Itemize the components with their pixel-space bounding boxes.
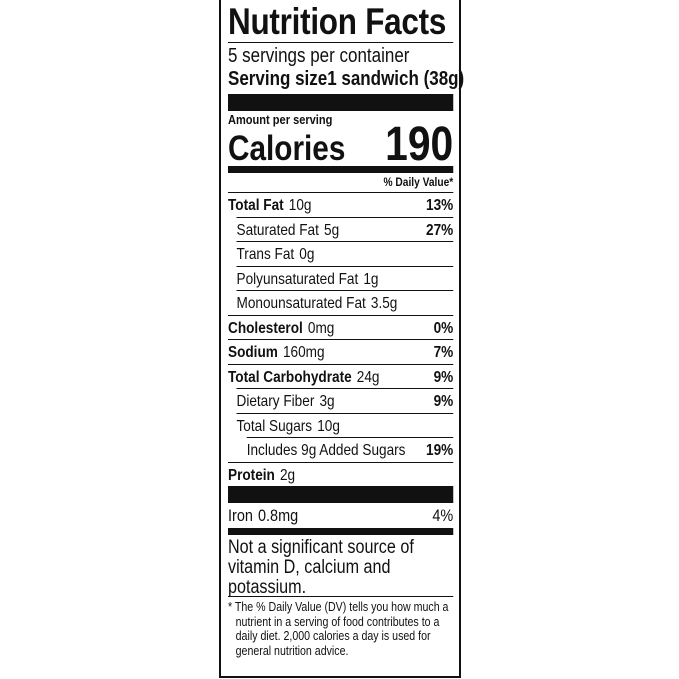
calories-row: Calories 190 xyxy=(228,118,454,171)
nutrient-label: Polyunsaturated Fat xyxy=(236,270,359,288)
nutrient-label: Saturated Fat xyxy=(236,221,319,239)
nutrient-label: Total Sugars xyxy=(236,417,313,435)
nutrient-dv: 19% xyxy=(426,442,454,459)
nutrient-row: Dietary Fiber 3g 9% xyxy=(236,388,454,413)
nutrient-row: Protein 2g xyxy=(228,461,454,487)
label-title: Nutrition Facts xyxy=(228,1,447,42)
nutrient-amount: 3g xyxy=(319,393,335,410)
nutrient-label: Total Carbohydrate xyxy=(228,368,352,386)
medium-divider xyxy=(228,166,454,173)
nutrient-label: Sodium xyxy=(228,344,278,361)
serving-size-value: 1 sandwich (38g) xyxy=(327,68,465,90)
nutrient-amount: 2g xyxy=(279,466,296,484)
medium-divider xyxy=(228,528,454,535)
nutrient-label: Includes 9g Added Sugars xyxy=(246,442,406,459)
nutrient-amount: 0g xyxy=(299,246,315,263)
nutrient-amount: 0.8mg xyxy=(258,506,299,525)
nutrient-row: Saturated Fat 5g 27% xyxy=(236,216,454,242)
nutrient-row: Includes 9g Added Sugars 19% xyxy=(246,437,454,462)
servings-per-container: 5 servings per container xyxy=(228,45,410,67)
divider xyxy=(228,42,454,43)
nutrient-row: Total Carbohydrate 24g 9% xyxy=(228,363,454,389)
nutrient-amount: 10g xyxy=(288,197,312,214)
nutrient-dv: 27% xyxy=(426,221,454,239)
nutrition-facts-label: Nutrition Facts 5 servings per container… xyxy=(219,0,464,678)
nutrient-dv: 9% xyxy=(433,393,454,410)
iron-row: Iron 0.8mg 4% xyxy=(228,503,453,528)
calories-value: 190 xyxy=(385,118,454,171)
nutrient-amount: 10g xyxy=(317,417,340,435)
nutrient-amount: 1g xyxy=(363,270,379,288)
daily-value-header: % Daily Value* xyxy=(383,175,454,189)
nutrient-label: Dietary Fiber xyxy=(236,393,315,410)
nutrient-row: Polyunsaturated Fat 1g xyxy=(236,265,454,291)
nutrient-amount: 5g xyxy=(324,221,340,239)
nutrient-row: Total Fat 10g 13% xyxy=(228,192,454,217)
nutrient-row: Total Sugars 10g xyxy=(236,412,454,438)
nutrient-row: Cholesterol 0mg 0% xyxy=(228,314,454,340)
thick-divider xyxy=(228,486,454,503)
nutrient-label: Protein xyxy=(228,466,275,484)
nutrient-amount: 24g xyxy=(356,368,380,386)
nutrient-dv: 7% xyxy=(433,344,454,361)
nutrient-amount: 3.5g xyxy=(370,295,398,312)
divider xyxy=(228,596,454,597)
footnote: * The % Daily Value (DV) tells you how m… xyxy=(228,600,449,658)
thick-divider xyxy=(228,94,454,111)
nutrient-row: Monounsaturated Fat 3.5g xyxy=(236,290,454,315)
nutrient-label: Iron xyxy=(228,506,253,525)
nutrient-dv: 9% xyxy=(433,368,454,386)
nutrient-dv: 13% xyxy=(426,197,454,214)
nutrient-row: Trans Fat 0g xyxy=(236,241,454,266)
not-significant-note: Not a significant source of vitamin D, c… xyxy=(228,537,414,598)
nutrient-label: Cholesterol xyxy=(228,319,303,337)
nutrient-dv: 4% xyxy=(432,506,454,525)
nutrient-label: Total Fat xyxy=(228,197,284,214)
amount-per-serving: Amount per serving xyxy=(228,112,333,127)
nutrient-label: Monounsaturated Fat xyxy=(236,295,366,312)
calories-label: Calories xyxy=(228,129,346,168)
nutrient-amount: 0mg xyxy=(307,319,335,337)
serving-size-label: Serving size xyxy=(228,68,328,90)
serving-size: Serving size 1 sandwich (38g) xyxy=(228,66,464,94)
nutrient-label: Trans Fat xyxy=(236,246,295,263)
nutrient-dv: 0% xyxy=(433,319,454,337)
nutrient-amount: 160mg xyxy=(282,344,325,361)
nutrient-row: Sodium 160mg 7% xyxy=(228,339,454,364)
